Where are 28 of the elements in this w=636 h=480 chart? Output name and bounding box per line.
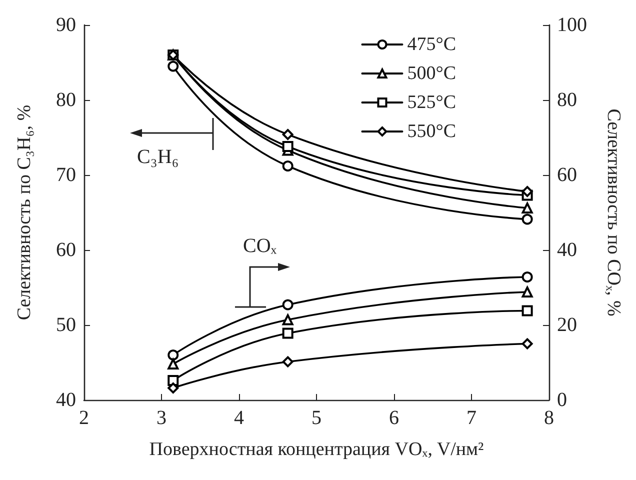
x-tick-label: 3: [156, 407, 166, 429]
x-tick-label: 6: [389, 407, 399, 429]
legend-label: 475°C: [407, 34, 456, 55]
x-tick-label: 4: [234, 407, 244, 429]
x-tick-label: 8: [544, 407, 554, 429]
y-tick-label: 70: [56, 164, 76, 186]
y2-tick-label: 100: [557, 14, 587, 36]
annotation: C₃H₆: [137, 146, 179, 168]
y2-tick-label: 60: [557, 164, 577, 186]
y-axis-title: Селективность по C₃H₆, %: [14, 104, 35, 320]
legend-label: 550°C: [407, 121, 456, 142]
y2-tick-label: 80: [557, 89, 577, 111]
y2-tick-label: 20: [557, 314, 577, 336]
y2-axis-title: Селективность по COₓ, %: [603, 108, 624, 316]
legend-label: 525°C: [407, 92, 456, 113]
y-tick-label: 50: [56, 314, 76, 336]
x-tick-label: 2: [79, 407, 89, 429]
x-axis-title: Поверхностная концентрация VOₓ, V/нм²: [149, 439, 484, 460]
y-tick-label: 80: [56, 89, 76, 111]
y-tick-label: 90: [56, 14, 76, 36]
x-tick-label: 7: [466, 407, 476, 429]
x-tick-label: 5: [312, 407, 322, 429]
y-tick-label: 40: [56, 389, 76, 411]
y-tick-label: 60: [56, 239, 76, 261]
y2-tick-label: 0: [557, 389, 567, 411]
y2-tick-label: 40: [557, 239, 577, 261]
legend-label: 500°C: [407, 63, 456, 84]
annotation: COₓ: [243, 235, 277, 257]
